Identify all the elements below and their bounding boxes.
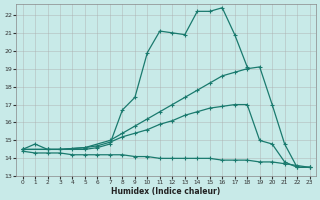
X-axis label: Humidex (Indice chaleur): Humidex (Indice chaleur) <box>111 187 221 196</box>
